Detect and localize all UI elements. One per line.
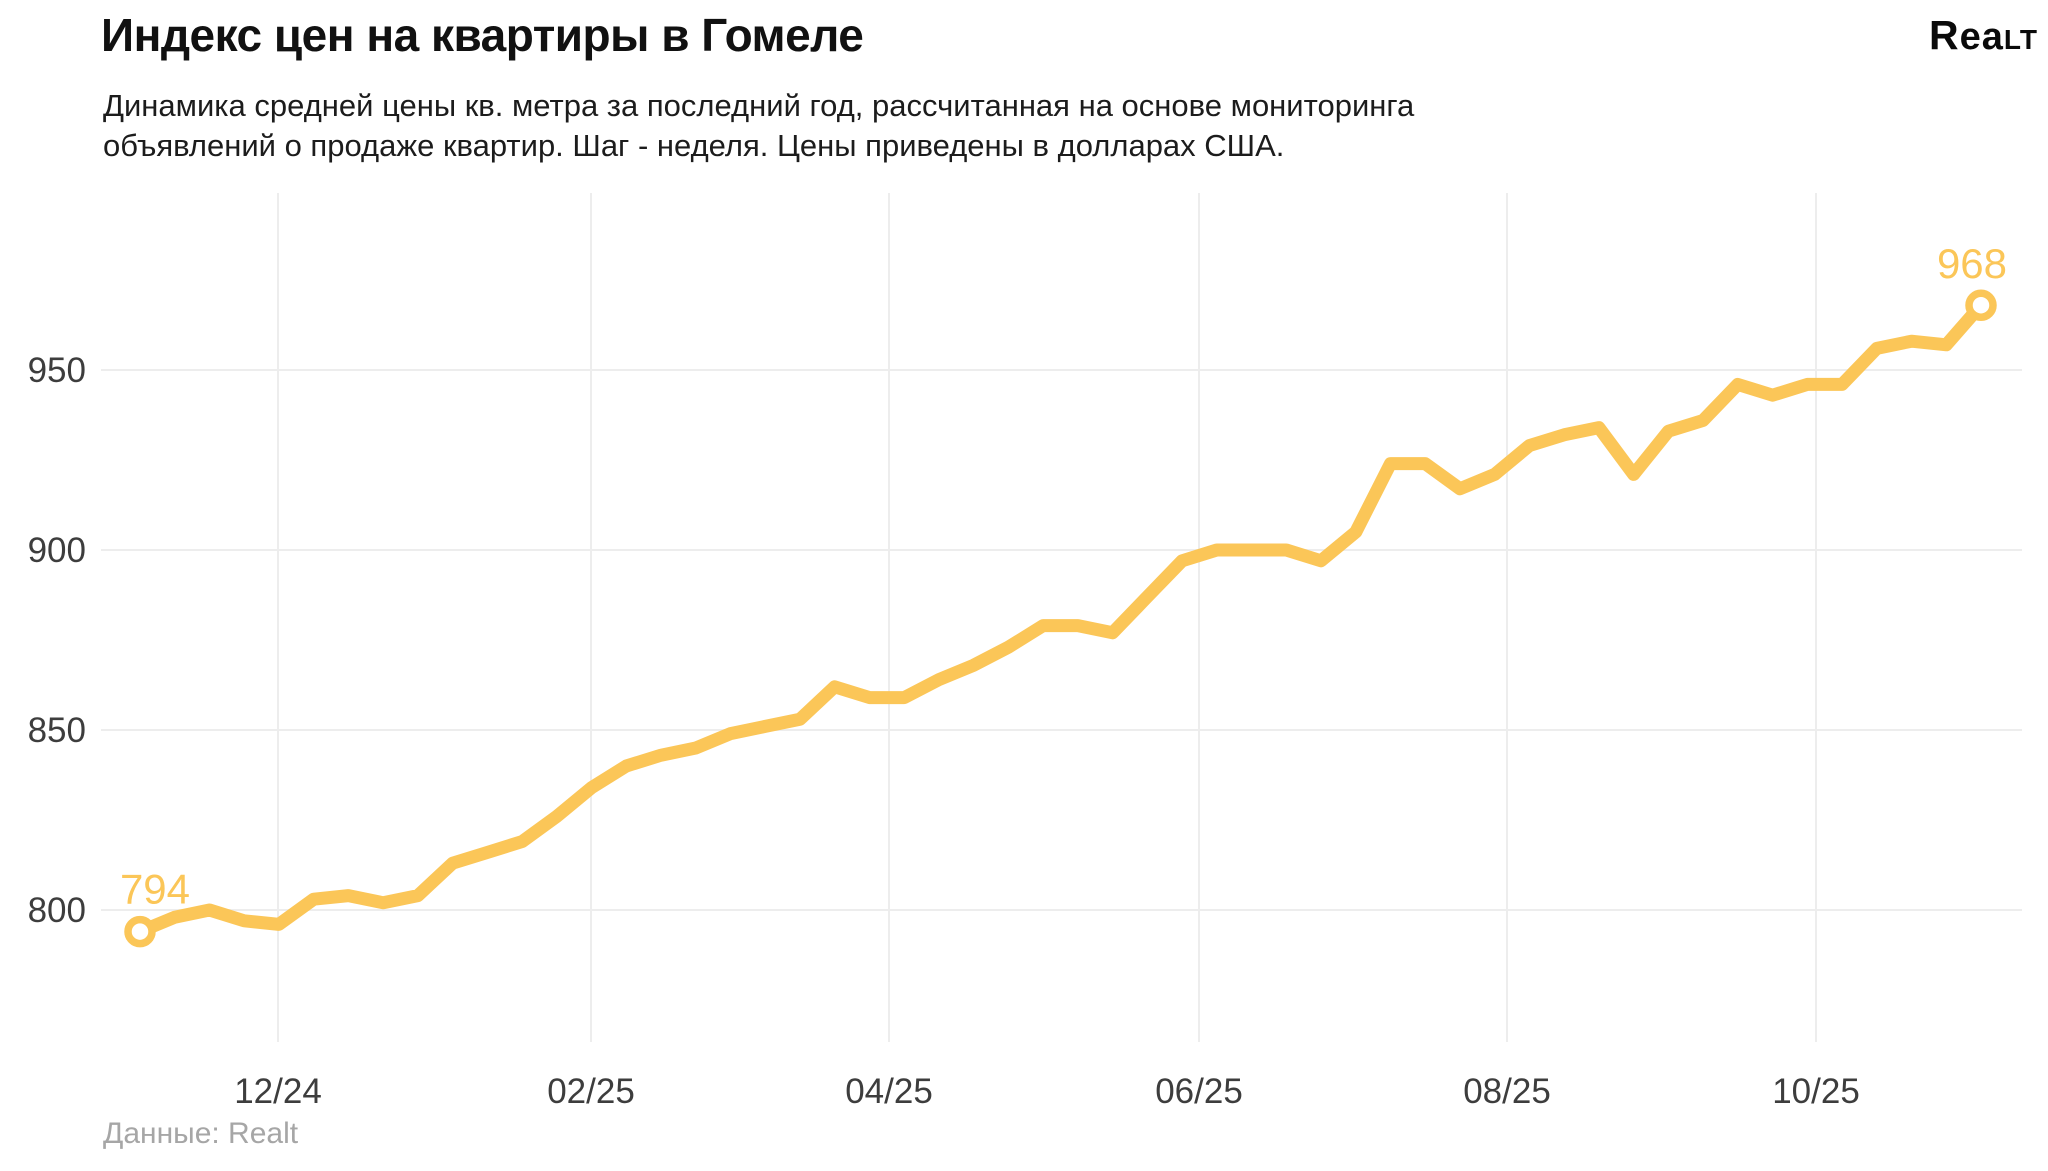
x-tick-label: 10/25 bbox=[1772, 1072, 1860, 1111]
x-tick-label: 02/25 bbox=[547, 1072, 635, 1111]
page-title: Индекс цен на квартиры в Гомеле bbox=[101, 9, 864, 61]
realt-logo-letter: R bbox=[1928, 12, 1960, 58]
x-tick-label: 08/25 bbox=[1463, 1072, 1551, 1111]
price-line bbox=[133, 298, 1988, 939]
realt-logo-letters: ea bbox=[1959, 16, 2004, 58]
chart-subtitle: Динамика средней цены кв. метра за после… bbox=[103, 86, 1414, 166]
last-point-label: 968 bbox=[1937, 240, 2007, 287]
realt-logo-letters: LT bbox=[2003, 24, 2038, 55]
x-tick-label: 04/25 bbox=[845, 1072, 933, 1111]
x-tick-label: 06/25 bbox=[1155, 1072, 1243, 1111]
data-source-note: Данные: Realt bbox=[103, 1117, 299, 1150]
y-tick-label: 800 bbox=[28, 891, 86, 930]
x-tick-label: 12/24 bbox=[234, 1072, 322, 1111]
y-tick-label: 850 bbox=[28, 711, 86, 750]
first-point-label: 794 bbox=[120, 866, 190, 913]
subtitle-line-2: объявлений о продаже квартир. Шаг - неде… bbox=[103, 128, 1285, 163]
y-tick-label: 950 bbox=[28, 351, 86, 390]
y-tick-label: 900 bbox=[28, 531, 86, 570]
first-point-marker bbox=[124, 915, 156, 948]
last-point-marker bbox=[1965, 289, 1997, 321]
subtitle-line-1: Динамика средней цены кв. метра за после… bbox=[103, 88, 1415, 123]
realt-logo: ReaLT bbox=[1929, 12, 2038, 59]
